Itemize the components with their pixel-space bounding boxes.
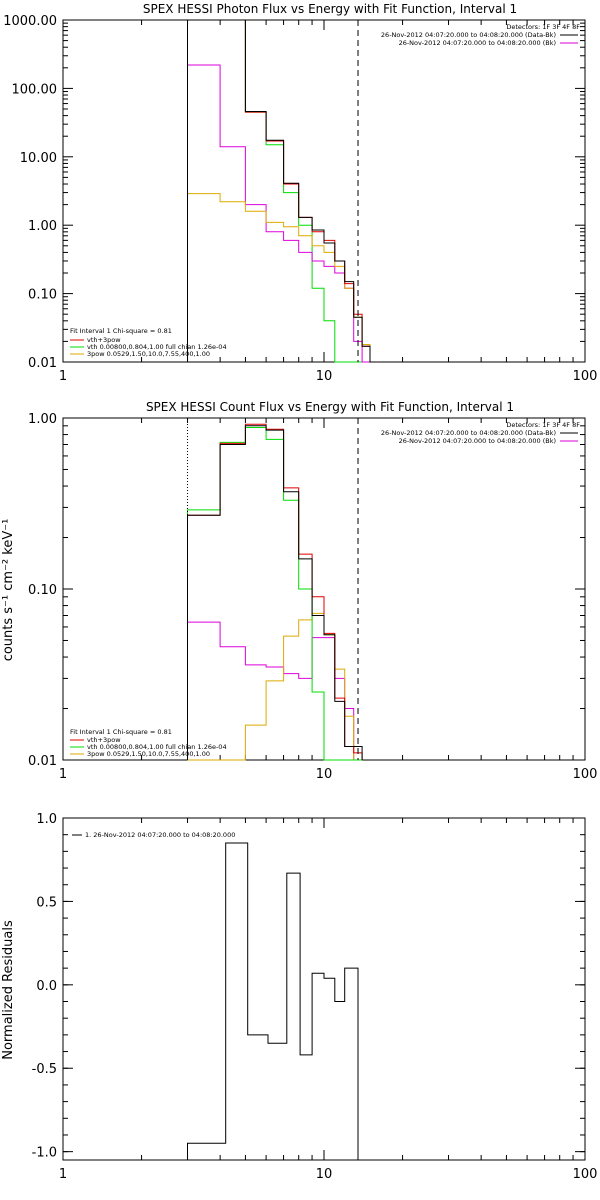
photon-flux-legend-top: Detectors: 1F 3F 4F 8F 26-Nov-2012 04:07… [381,23,580,47]
series-vth-line [187,427,363,761]
y-tick-label: -1.0 [32,1146,57,1161]
count-flux-series [187,423,363,761]
x-tick-label: 1 [59,369,67,384]
residuals-series [187,842,359,1160]
count-flux-panel: SPEX HESSI Count Flux vs Energy with Fit… [1,400,597,782]
series-3pow-line [187,612,363,761]
legend-fit-header: Fit Interval 1 Chi-square = 0.81 [70,327,172,335]
legend-vth: vth 0.00800,0.804,1.00 full chian 1.26e-… [87,743,227,751]
residuals-frame [62,817,586,1161]
x-tick-label: 100 [573,369,598,384]
series-bk-line [187,64,378,363]
y-tick-label: 100.00 [12,82,58,97]
x-tick-label: 10 [316,369,333,384]
residuals-legend: 1. 26-Nov-2012 04:07:20.000 to 04:08:20.… [85,831,235,839]
series-total-line [187,425,363,760]
series-bk-line [187,621,363,761]
photon-flux-series [187,19,378,363]
y-tick-label: 1.0 [36,812,57,827]
series-vth-line [187,19,378,363]
y-tick-label: 0.10 [28,288,57,303]
legend-bk: 26-Nov-2012 04:07:20.000 to 04:08:20.000… [399,437,556,445]
y-tick-label: 0.10 [28,583,57,598]
residuals-ylabel: Normalized Residuals [1,920,16,1060]
legend-3pow: 3pow 0.0529,1.50,10.0,7.55,400,1.00 [87,750,210,758]
series-total-line [187,19,378,363]
y-tick-label: 10.00 [20,151,57,166]
legend-3pow: 3pow 0.0529,1.50,10.0,7.55,400,1.00 [87,350,210,358]
legend-vth: vth 0.00800,0.804,1.00 full chian 1.26e-… [87,343,227,351]
y-tick-label: 1000.00 [3,14,57,29]
y-tick-label: 0.0 [36,979,57,994]
legend-data-bk: 26-Nov-2012 04:07:20.000 to 04:08:20.000… [381,31,556,39]
photon-flux-panel: SPEX HESSI Photon Flux vs Energy with Fi… [3,2,597,384]
series-vth_3pow-line [187,423,363,760]
x-tick-label: 1 [59,767,67,782]
residuals-panel: Normalized Residuals 1 10 100 -1.0 -0.5 0.0 0.… [1,812,597,1182]
count-flux-ticks: 1 10 100 0.01 0.10 1.00 [28,412,597,782]
legend-detectors: Detectors: 1F 3F 4F 8F [506,421,580,429]
legend-detectors: Detectors: 1F 3F 4F 8F [506,23,580,31]
x-tick-label: 100 [573,767,598,782]
y-tick-label: 0.5 [36,895,57,910]
count-flux-title: SPEX HESSI Count Flux vs Energy with Fit… [146,400,514,414]
x-tick-label: 10 [316,767,333,782]
x-tick-label: 1 [59,1167,67,1182]
residuals-ticks: 1 10 100 -1.0 -0.5 0.0 0.5 1.0 [32,812,598,1182]
legend-data-bk: 26-Nov-2012 04:07:20.000 to 04:08:20.000… [381,429,556,437]
y-tick-label: 1.00 [28,219,57,234]
x-tick-label: 10 [316,1167,333,1182]
legend-bk: 26-Nov-2012 04:07:20.000 to 04:08:20.000… [399,39,556,47]
series-3pow-line [187,193,378,363]
legend-vth3pow: vth+3pow [87,336,121,344]
count-flux-ylabel: counts s⁻¹ cm⁻² keV⁻¹ [1,519,16,662]
count-flux-legend-top: Detectors: 1F 3F 4F 8F 26-Nov-2012 04:07… [381,421,580,445]
count-flux-legend-bottom: Fit Interval 1 Chi-square = 0.81 vth+3po… [70,728,227,758]
legend-vth3pow: vth+3pow [87,736,121,744]
y-tick-label: 0.01 [28,356,57,371]
photon-flux-legend-bottom: Fit Interval 1 Chi-square = 0.81 vth+3po… [70,327,227,358]
series-vth_3pow-line [187,19,378,363]
legend-fit-header: Fit Interval 1 Chi-square = 0.81 [70,728,172,736]
count-flux-vlines [187,418,359,760]
y-tick-label: 1.00 [28,412,57,427]
x-tick-label: 100 [573,1167,598,1182]
y-tick-label: 0.01 [28,754,57,769]
photon-flux-vlines [187,20,359,362]
series-total-line [187,842,359,1160]
photon-flux-ticks: 1 10 100 0.01 0.10 1.00 10.00 100.00 1000.00 [3,14,597,384]
photon-flux-title: SPEX HESSI Photon Flux vs Energy with Fi… [143,2,517,16]
y-tick-label: -0.5 [32,1062,57,1077]
